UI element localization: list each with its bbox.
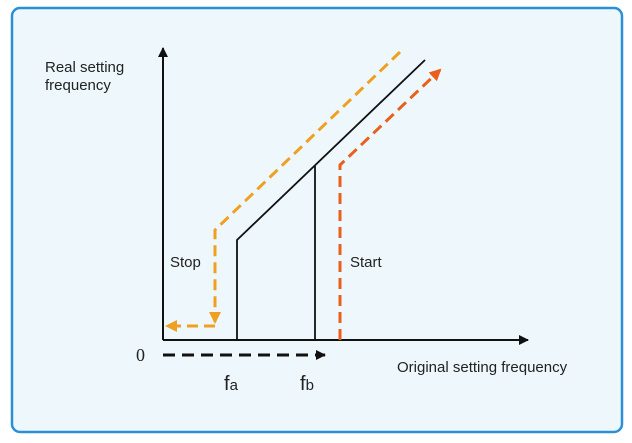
y-label: Real setting	[45, 59, 124, 76]
sub: b	[306, 377, 314, 394]
start-path	[338, 68, 442, 340]
sub: a	[230, 377, 239, 394]
symbol: f	[300, 373, 306, 395]
frame	[10, 6, 624, 434]
origin: 0	[136, 345, 145, 365]
stop-path	[209, 50, 402, 324]
marker-label: fa	[224, 373, 239, 395]
x-label: Original setting frequency	[397, 359, 568, 376]
y-label: frequency	[45, 77, 111, 94]
stop-label: Stop	[170, 254, 201, 271]
symbol: f	[224, 373, 230, 395]
marker-label: fb	[300, 373, 314, 395]
curve	[236, 59, 426, 340]
start-label: Start	[350, 254, 383, 271]
